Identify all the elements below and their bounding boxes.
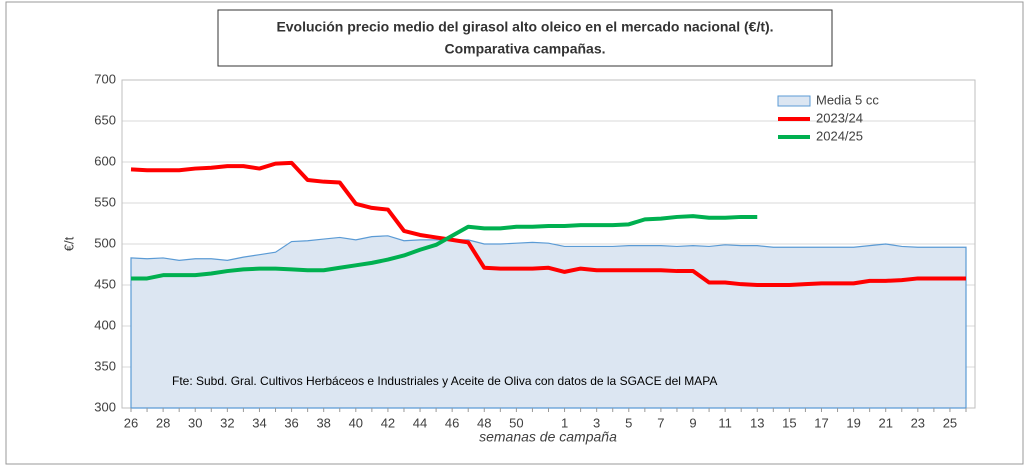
y-tick-label: 700 [94,71,116,86]
y-tick-label: 300 [94,399,116,414]
y-axis-label: €/t [61,236,76,251]
y-tick-label: 350 [94,358,116,373]
x-tick-label: 38 [316,415,330,430]
x-tick-label: 23 [911,415,925,430]
x-tick-label: 50 [509,415,523,430]
line [131,214,758,281]
x-tick-label: 3 [593,415,600,430]
y-tick-label: 600 [94,153,116,168]
x-tick-label: 42 [381,415,395,430]
legend-label: 2024/25 [816,128,863,143]
x-tick-label: 46 [445,415,459,430]
chart-title: Evolución precio medio del girasol alto … [276,19,773,35]
x-tick-label: 48 [477,415,491,430]
x-tick-label: 34 [252,415,266,430]
y-tick-label: 500 [94,235,116,250]
x-tick-label: 13 [750,415,764,430]
chart-title: Comparativa campañas. [444,41,605,57]
x-axis-label: semanas de campaña [479,429,617,445]
x-tick-label: 28 [156,415,170,430]
x-tick-label: 15 [782,415,796,430]
x-tick-label: 44 [413,415,427,430]
y-tick-label: 550 [94,194,116,209]
x-tick-label: 36 [284,415,298,430]
x-tick-label: 7 [657,415,664,430]
y-tick-label: 400 [94,317,116,332]
x-tick-label: 1 [561,415,568,430]
x-tick-label: 26 [124,415,138,430]
x-tick-label: 30 [188,415,202,430]
legend-label: Media 5 cc [816,92,879,107]
title-box [217,9,833,67]
source-note: Fte: Subd. Gral. Cultivos Herbáceos e In… [172,374,717,388]
x-tick-label: 9 [689,415,696,430]
x-tick-label: 21 [878,415,892,430]
x-tick-label: 25 [943,415,957,430]
line [130,160,966,287]
x-tick-label: 40 [349,415,363,430]
x-tick-label: 17 [814,415,828,430]
x-tick-label: 11 [718,415,732,430]
x-tick-label: 5 [625,415,632,430]
y-tick-label: 650 [94,112,116,127]
x-tick-label: 32 [220,415,234,430]
legend-swatch [777,95,811,107]
legend-label: 2023/24 [816,110,863,125]
area [130,235,967,409]
x-tick-label: 19 [846,415,860,430]
y-tick-label: 450 [94,276,116,291]
